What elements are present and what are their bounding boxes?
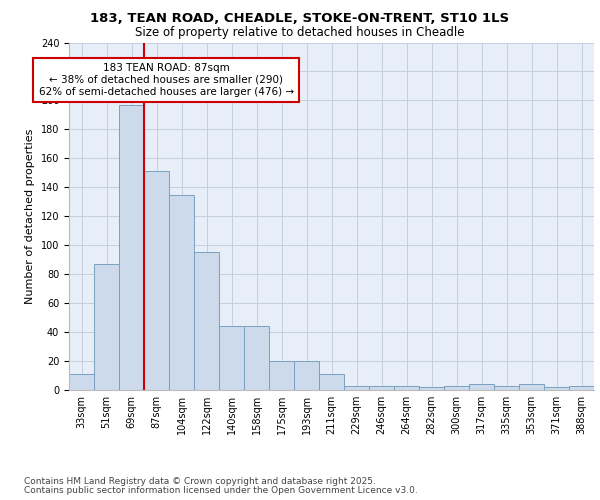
Text: Contains HM Land Registry data © Crown copyright and database right 2025.: Contains HM Land Registry data © Crown c…	[24, 477, 376, 486]
Bar	[244, 326, 269, 390]
Bar	[294, 361, 319, 390]
Bar	[169, 194, 194, 390]
Y-axis label: Number of detached properties: Number of detached properties	[25, 128, 35, 304]
Text: Contains public sector information licensed under the Open Government Licence v3: Contains public sector information licen…	[24, 486, 418, 495]
Bar	[319, 374, 344, 390]
Bar	[444, 386, 469, 390]
Bar	[269, 361, 294, 390]
Bar	[344, 386, 369, 390]
Bar	[394, 386, 419, 390]
Bar	[94, 264, 119, 390]
Bar	[194, 252, 219, 390]
Bar	[494, 386, 519, 390]
Bar	[219, 326, 244, 390]
Text: Size of property relative to detached houses in Cheadle: Size of property relative to detached ho…	[135, 26, 465, 39]
Text: 183, TEAN ROAD, CHEADLE, STOKE-ON-TRENT, ST10 1LS: 183, TEAN ROAD, CHEADLE, STOKE-ON-TRENT,…	[91, 12, 509, 26]
Bar	[144, 172, 169, 390]
Bar	[369, 386, 394, 390]
Bar	[69, 374, 94, 390]
Bar	[469, 384, 494, 390]
Bar	[569, 386, 594, 390]
Text: 183 TEAN ROAD: 87sqm
← 38% of detached houses are smaller (290)
62% of semi-deta: 183 TEAN ROAD: 87sqm ← 38% of detached h…	[38, 64, 293, 96]
Bar	[519, 384, 544, 390]
Bar	[544, 387, 569, 390]
Bar	[419, 387, 444, 390]
Bar	[119, 105, 144, 390]
